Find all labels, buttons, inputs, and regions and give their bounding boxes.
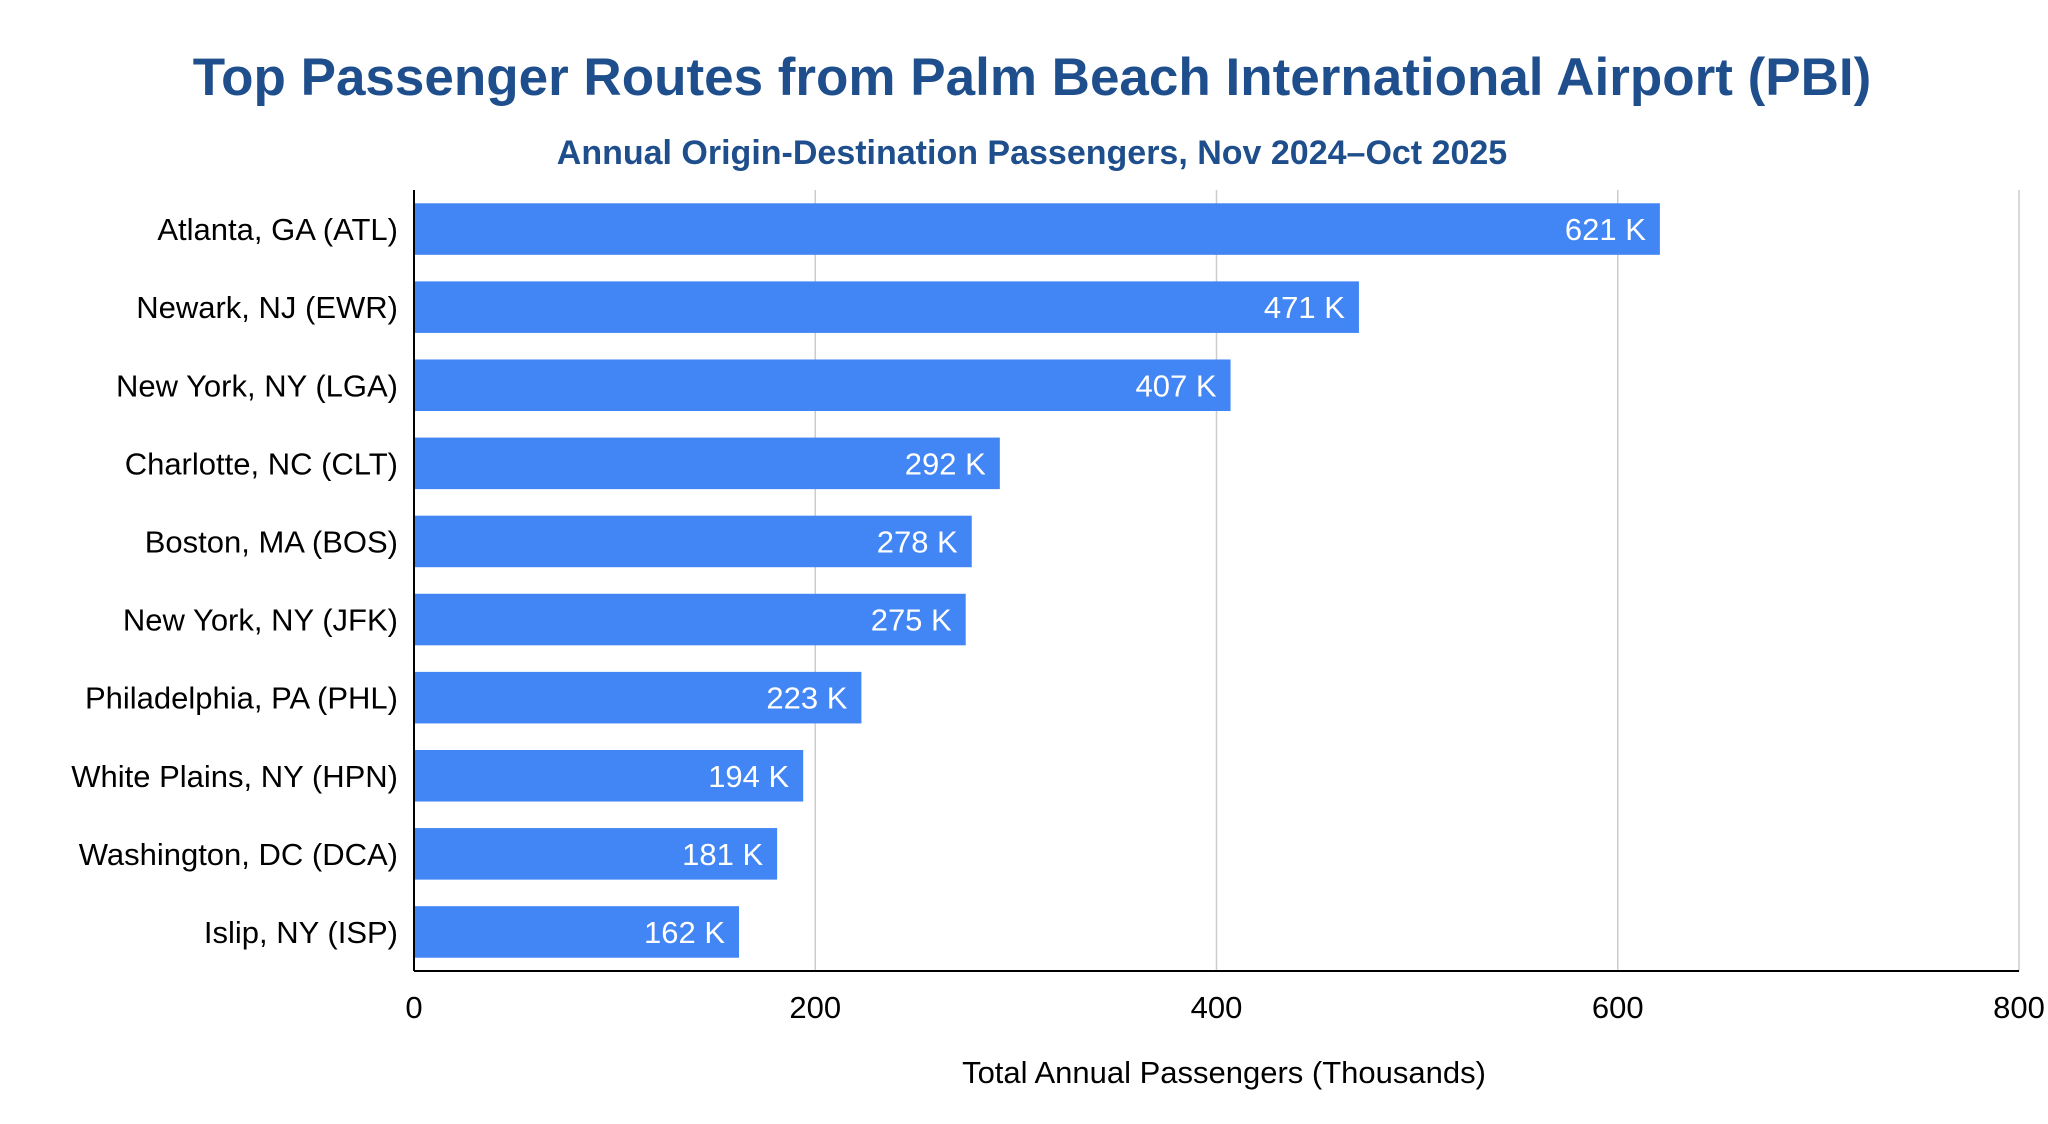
bar [414, 437, 1000, 490]
bar-value-label: 292 K [905, 446, 986, 481]
category-label: Washington, DC (DCA) [79, 837, 398, 872]
category-label: Charlotte, NC (CLT) [125, 446, 398, 481]
bar [414, 828, 778, 880]
category-label: Newark, NJ (EWR) [136, 290, 398, 325]
x-tick-label: 200 [789, 990, 841, 1025]
bar [414, 906, 740, 958]
category-label: White Plains, NY (HPN) [71, 759, 398, 794]
bar-value-label: 181 K [682, 837, 763, 872]
bar-value-label: 621 K [1565, 212, 1646, 247]
bar [414, 281, 1359, 333]
category-labels: Atlanta, GA (ATL) Newark, NJ (EWR) New Yor… [71, 212, 398, 950]
bar [414, 203, 1660, 255]
bar-value-label: 275 K [871, 603, 952, 638]
category-label: New York, NY (JFK) [123, 603, 398, 638]
x-tick-label: 600 [1592, 990, 1644, 1025]
bar [414, 593, 966, 646]
category-label: New York, NY (LGA) [116, 368, 398, 403]
bars: 621 K 471 K 407 K 292 K 278 K 275 K 223 K 194 K… [414, 203, 1660, 958]
bar-value-label: 162 K [644, 915, 725, 950]
x-axis-title: Total Annual Passengers (Thousands) [962, 1055, 1486, 1090]
category-label: Atlanta, GA (ATL) [157, 212, 398, 247]
category-label: Islip, NY (ISP) [204, 915, 398, 950]
x-tick-labels: 0 200 400 600 800 [405, 990, 2044, 1025]
bar [414, 515, 972, 568]
bar-value-label: 471 K [1264, 290, 1345, 325]
bar-value-label: 223 K [766, 681, 847, 716]
bar [414, 749, 804, 802]
bar-value-label: 278 K [877, 524, 958, 559]
bar [414, 359, 1231, 412]
chart-subtitle: Annual Origin-Destination Passengers, No… [557, 134, 1507, 172]
category-label: Philadelphia, PA (PHL) [85, 681, 398, 716]
x-tick-label: 0 [405, 990, 422, 1025]
bar [414, 671, 862, 724]
x-tick-label: 400 [1191, 990, 1243, 1025]
bar-value-label: 194 K [708, 759, 789, 794]
x-tick-label: 800 [1993, 990, 2045, 1025]
category-label: Boston, MA (BOS) [145, 524, 398, 559]
bar-value-label: 407 K [1136, 368, 1217, 403]
chart-title: Top Passenger Routes from Palm Beach Int… [193, 48, 1872, 107]
axes [413, 190, 2019, 972]
